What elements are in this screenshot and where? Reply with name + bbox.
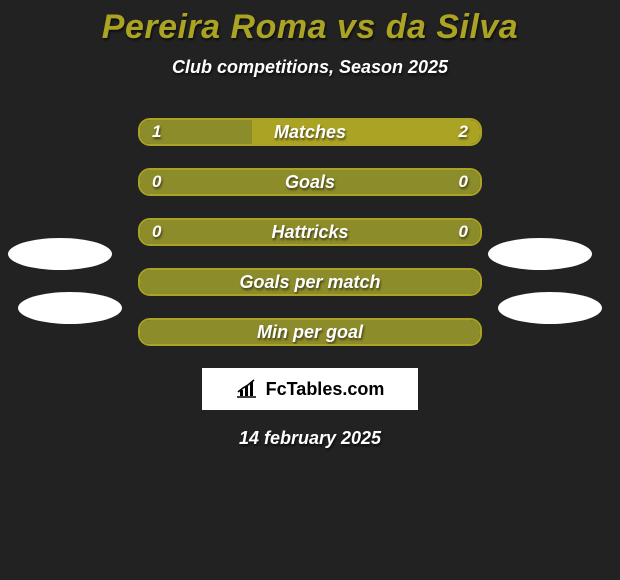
player-left-avatar-placeholder-2 <box>18 292 122 324</box>
stat-value-right: 0 <box>459 170 468 194</box>
subtitle: Club competitions, Season 2025 <box>0 57 620 78</box>
player-left-avatar-placeholder-1 <box>8 238 112 270</box>
stat-row: Min per goal <box>138 318 482 346</box>
player-right-avatar-placeholder-1 <box>488 238 592 270</box>
player-right-avatar-placeholder-2 <box>498 292 602 324</box>
logo-text: FcTables.com <box>266 379 385 400</box>
stat-value-right: 2 <box>459 120 468 144</box>
stat-value-right: 0 <box>459 220 468 244</box>
comparison-infographic: Pereira Roma vs da Silva Club competitio… <box>0 0 620 580</box>
fctables-logo: FcTables.com <box>236 378 385 400</box>
stat-label: Hattricks <box>140 220 480 244</box>
stat-value-left: 0 <box>152 170 161 194</box>
stat-label: Goals <box>140 170 480 194</box>
stat-row: Goals per match <box>138 268 482 296</box>
stat-row: Matches1 2 <box>138 118 482 146</box>
bar-chart-icon <box>236 378 262 400</box>
stat-label: Goals per match <box>140 270 480 294</box>
stat-value-left: 1 <box>152 120 161 144</box>
stat-row: Goals0 0 <box>138 168 482 196</box>
stat-value-left: 0 <box>152 220 161 244</box>
page-title: Pereira Roma vs da Silva <box>0 0 620 47</box>
stats-block: Matches12Goals00Hattricks00Goals per mat… <box>0 118 620 449</box>
logo-box: FcTables.com <box>202 368 418 410</box>
stat-label: Matches <box>140 120 480 144</box>
date-text: 14 february 2025 <box>0 428 620 449</box>
stat-row: Hattricks0 0 <box>138 218 482 246</box>
stat-label: Min per goal <box>140 320 480 344</box>
